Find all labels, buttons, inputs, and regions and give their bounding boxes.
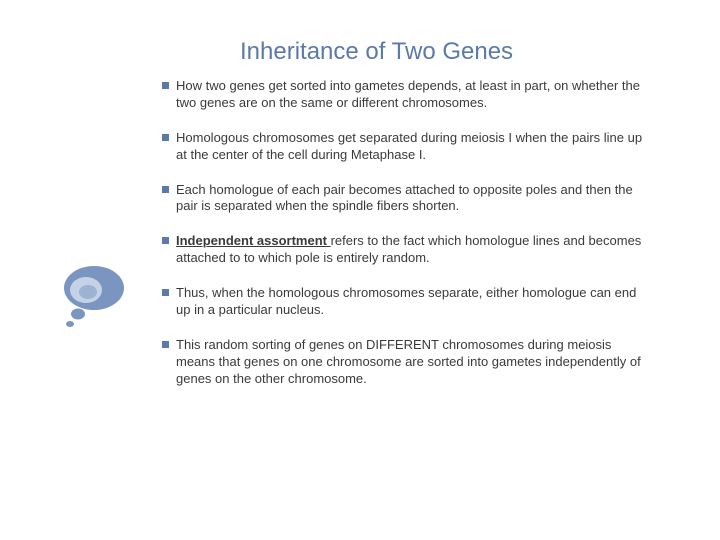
- bullet-icon: [162, 289, 169, 296]
- bullet-icon: [162, 134, 169, 141]
- bullet-text: Homologous chromosomes get separated dur…: [176, 130, 652, 164]
- bullet-icon: [162, 82, 169, 89]
- list-item: Thus, when the homologous chromosomes se…: [162, 285, 652, 319]
- emphasized-term: Independent assortment: [176, 233, 331, 248]
- bullet-icon: [162, 341, 169, 348]
- thought-bubble-icon: [58, 262, 130, 339]
- list-item: Each homologue of each pair becomes atta…: [162, 182, 652, 216]
- bullet-icon: [162, 186, 169, 193]
- bullet-icon: [162, 237, 169, 244]
- bullet-text: This random sorting of genes on DIFFEREN…: [176, 337, 652, 388]
- page-title: Inheritance of Two Genes: [240, 38, 513, 66]
- bullet-text: How two genes get sorted into gametes de…: [176, 78, 652, 112]
- bullet-list: How two genes get sorted into gametes de…: [162, 78, 652, 406]
- list-item: Independent assortment refers to the fac…: [162, 233, 652, 267]
- bullet-text: Independent assortment refers to the fac…: [176, 233, 652, 267]
- list-item: This random sorting of genes on DIFFEREN…: [162, 337, 652, 388]
- bullet-text: Each homologue of each pair becomes atta…: [176, 182, 652, 216]
- list-item: Homologous chromosomes get separated dur…: [162, 130, 652, 164]
- bullet-text: Thus, when the homologous chromosomes se…: [176, 285, 652, 319]
- list-item: How two genes get sorted into gametes de…: [162, 78, 652, 112]
